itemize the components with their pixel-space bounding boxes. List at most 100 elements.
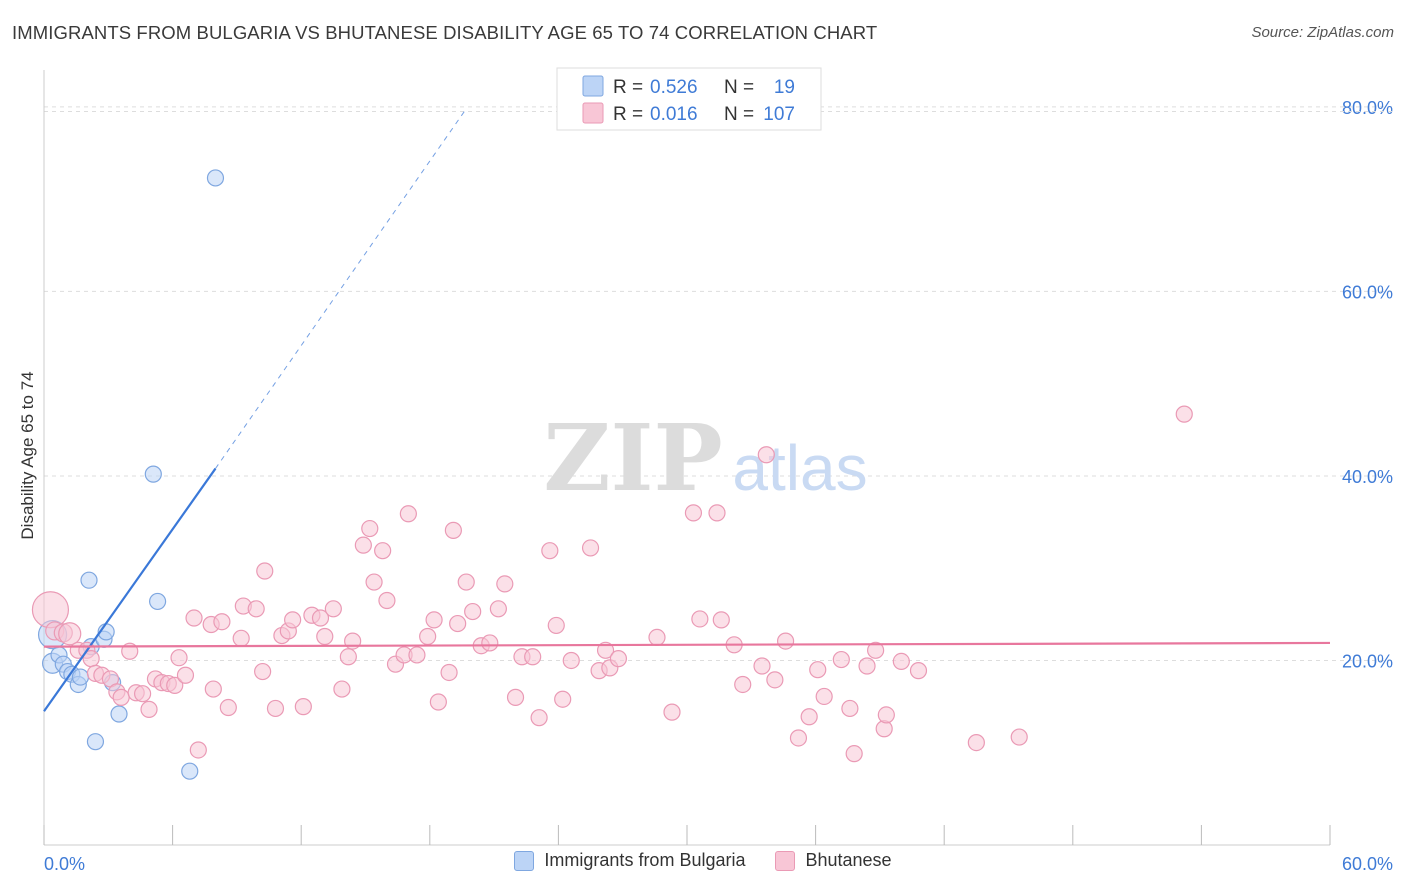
- stats-r-value: 0.526: [650, 77, 698, 98]
- data-point: [361, 519, 379, 538]
- stats-n-label: N =: [724, 104, 754, 125]
- data-point: [284, 611, 302, 629]
- data-point: [562, 651, 580, 670]
- data-point: [354, 536, 372, 554]
- data-point: [496, 575, 514, 593]
- data-point: [181, 762, 199, 780]
- data-point: [339, 648, 357, 666]
- data-point: [648, 628, 666, 647]
- data-point: [232, 629, 250, 647]
- data-point: [481, 634, 499, 652]
- data-point: [31, 591, 70, 629]
- data-point: [815, 687, 833, 706]
- data-point: [110, 705, 128, 723]
- data-point: [712, 611, 730, 629]
- data-point: [148, 592, 167, 611]
- data-point: [440, 663, 458, 682]
- data-point: [176, 666, 195, 684]
- data-point: [909, 662, 928, 680]
- legend-swatch-pink: [775, 850, 796, 871]
- data-point: [206, 169, 225, 187]
- data-point: [324, 600, 342, 618]
- data-point: [185, 609, 203, 627]
- data-point: [845, 745, 863, 763]
- data-point: [663, 703, 681, 721]
- data-point: [757, 446, 775, 464]
- legend-item-bhutanese[interactable]: Bhutanese: [775, 850, 892, 871]
- data-point: [867, 641, 885, 659]
- data-point: [374, 542, 392, 560]
- stats-legend: R = 0.526 N = 19 R = 0.016 N = 107: [556, 67, 822, 131]
- data-point: [877, 706, 895, 724]
- data-point: [80, 571, 98, 589]
- watermark: ZIP atlas: [543, 404, 867, 512]
- stats-n-label: N =: [724, 77, 754, 98]
- data-point: [596, 641, 615, 659]
- data-point: [294, 698, 312, 716]
- data-point: [333, 680, 351, 698]
- data-point: [365, 573, 383, 591]
- data-point: [311, 609, 330, 627]
- data-point: [170, 649, 188, 667]
- watermark-atlas: atlas: [732, 432, 867, 504]
- data-point: [832, 650, 850, 669]
- data-point: [708, 504, 726, 522]
- data-point: [399, 505, 417, 523]
- trend-line-bhutanese: [43, 641, 1331, 648]
- data-point: [489, 600, 507, 618]
- stats-swatch-blue: [582, 75, 604, 97]
- data-point: [530, 709, 548, 727]
- data-point: [766, 671, 784, 689]
- chart-title: IMMIGRANTS FROM BULGARIA VS BHUTANESE DI…: [12, 22, 878, 43]
- data-point: [71, 668, 90, 686]
- data-point: [800, 708, 818, 726]
- y-tick-label: 40.0%: [1342, 467, 1393, 487]
- data-point: [691, 610, 709, 628]
- y-tick-label: 20.0%: [1342, 651, 1393, 671]
- data-point: [112, 688, 130, 706]
- data-point: [133, 685, 152, 703]
- data-point: [581, 539, 600, 557]
- data-point: [1175, 405, 1193, 423]
- data-point: [254, 662, 272, 681]
- data-point: [524, 648, 542, 666]
- data-point: [609, 650, 628, 668]
- data-point: [378, 591, 396, 610]
- data-point: [58, 622, 82, 646]
- legend-item-bulgaria[interactable]: Immigrants from Bulgaria: [514, 850, 745, 871]
- legend-label-bulgaria: Immigrants from Bulgaria: [544, 850, 746, 870]
- data-point: [256, 562, 274, 580]
- series-bhutanese: [31, 405, 1193, 763]
- data-point: [213, 613, 231, 631]
- data-point: [1010, 728, 1028, 746]
- data-point: [444, 521, 462, 539]
- legend-label-bhutanese: Bhutanese: [805, 850, 892, 870]
- data-point: [753, 657, 771, 675]
- data-point: [144, 465, 162, 483]
- data-point: [449, 614, 467, 633]
- data-point: [457, 573, 475, 591]
- trend-line-bulgaria: [43, 467, 217, 712]
- data-point: [189, 741, 207, 759]
- data-point: [166, 676, 184, 694]
- data-point: [247, 600, 265, 618]
- data-point: [541, 542, 559, 560]
- data-point: [892, 652, 910, 670]
- watermark-zip: ZIP: [543, 404, 722, 512]
- data-point: [408, 646, 426, 664]
- stats-r-label: R =: [613, 77, 643, 98]
- data-point: [425, 611, 443, 629]
- x-tick-label-max: 60.0%: [1342, 854, 1393, 874]
- data-point: [858, 657, 876, 675]
- data-point: [266, 699, 285, 718]
- data-point: [316, 627, 334, 646]
- data-point: [967, 733, 985, 752]
- stats-swatch-pink: [582, 102, 604, 124]
- data-point: [506, 688, 525, 706]
- data-point: [204, 680, 222, 698]
- stats-n-value: 107: [763, 104, 795, 125]
- data-point: [86, 733, 105, 751]
- trend-line-bulgaria-extension: [215, 108, 467, 469]
- data-point: [419, 627, 437, 646]
- y-axis-label: Disability Age 65 to 74: [18, 371, 37, 539]
